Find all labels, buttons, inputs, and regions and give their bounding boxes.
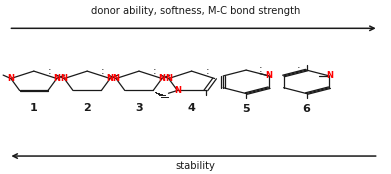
Text: N: N	[165, 74, 172, 83]
Text: N: N	[53, 74, 60, 83]
Text: N: N	[113, 74, 120, 83]
Text: 6: 6	[303, 104, 310, 114]
Text: N: N	[107, 74, 114, 83]
Text: 5: 5	[242, 104, 250, 114]
Text: :: :	[259, 64, 263, 74]
Text: 1: 1	[30, 103, 38, 113]
Text: 3: 3	[135, 103, 143, 113]
Text: N: N	[174, 86, 181, 95]
Text: 2: 2	[83, 103, 91, 113]
Text: :: :	[101, 66, 104, 76]
Text: N: N	[7, 74, 14, 83]
Text: :: :	[297, 64, 300, 74]
Text: N: N	[326, 72, 333, 80]
Text: :: :	[205, 66, 209, 76]
Text: donor ability, softness, M-C bond strength: donor ability, softness, M-C bond streng…	[91, 6, 300, 16]
Text: N: N	[61, 74, 68, 83]
Text: N: N	[158, 74, 165, 83]
Text: N: N	[265, 72, 273, 80]
Text: stability: stability	[176, 161, 215, 171]
Text: :: :	[48, 66, 51, 76]
Text: :: :	[153, 66, 156, 76]
Text: 4: 4	[188, 103, 196, 113]
